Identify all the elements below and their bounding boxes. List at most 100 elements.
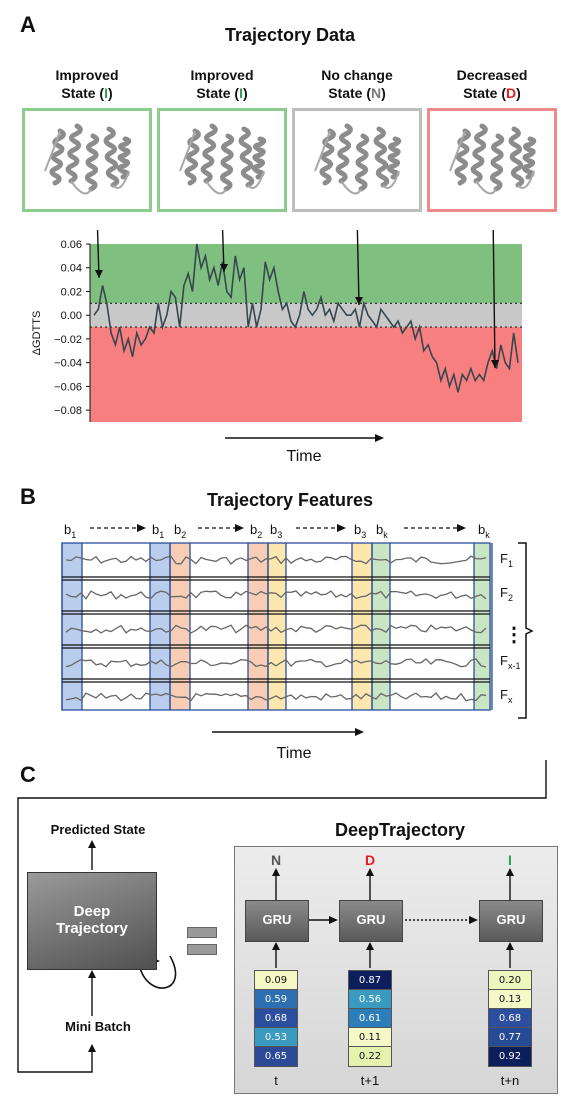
- window-shift-arrow-head: [337, 524, 346, 532]
- band-decreased: [90, 327, 522, 422]
- protein-structure-thumbnail: [427, 108, 557, 212]
- helix: [489, 133, 505, 192]
- state-arrow-head: [220, 264, 228, 272]
- vector-cell: 0.11: [349, 1028, 391, 1047]
- state-code: N: [371, 85, 382, 101]
- protein-structure-thumbnail: [157, 108, 287, 212]
- feature-series: [65, 624, 487, 634]
- helix: [251, 136, 267, 180]
- time-arrow-head: [355, 728, 364, 736]
- gru-cell: GRU: [479, 900, 543, 942]
- window-label-sub: k: [485, 530, 490, 540]
- state-label-line2: State (D): [463, 85, 521, 101]
- panel-a-letter: A: [20, 12, 36, 37]
- feature-label-sub: 2: [508, 593, 513, 603]
- state-arrow: [96, 230, 100, 279]
- matrix-frame: [61, 542, 491, 711]
- gru-output-arrow-head: [272, 868, 280, 876]
- minibatch-arrow-head: [88, 970, 96, 978]
- y-tick-label: 0.02: [61, 286, 82, 298]
- state-label-line2: State (N): [328, 85, 386, 101]
- helix: [238, 126, 255, 188]
- window-label: b3: [270, 522, 282, 540]
- predicted-state-label: Predicted State: [50, 822, 146, 837]
- state-arrow: [221, 230, 225, 273]
- window-shift-arrow-head: [457, 524, 466, 532]
- loop: [44, 130, 130, 195]
- vector-cell: 0.22: [349, 1047, 391, 1066]
- loop: [314, 130, 400, 195]
- x-axis-label: Time: [287, 448, 322, 465]
- y-tick-label: 0.04: [61, 263, 82, 275]
- input-feature-vector: 0.87 0.56 0.61 0.11 0.22: [348, 970, 392, 1067]
- equals-icon: [187, 927, 217, 955]
- window-shift-arrow-head: [137, 524, 146, 532]
- vector-cell: 0.09: [255, 971, 297, 990]
- gru-output-arrow-head: [506, 868, 514, 876]
- vector-cell: 0.53: [255, 1028, 297, 1047]
- vector-cell: 0.59: [255, 990, 297, 1009]
- protein-ribbon-icon: [449, 123, 537, 195]
- window-label-sub: 1: [71, 530, 76, 540]
- state-arrow-head: [355, 297, 363, 305]
- state-arrow-head: [491, 360, 499, 368]
- window-label: bk: [376, 522, 388, 540]
- output-state-label: I: [508, 852, 512, 868]
- state-code: I: [104, 85, 108, 101]
- window-shift-arrow-head: [235, 524, 244, 532]
- helix: [470, 123, 488, 184]
- helix: [508, 126, 525, 188]
- time-step-label: t: [274, 1073, 278, 1088]
- deep-trajectory-box: Deep Trajectory: [27, 872, 157, 970]
- y-axis-label: ΔGDTTS: [31, 311, 43, 356]
- band-improved: [90, 244, 522, 304]
- gru-connectors: [272, 868, 514, 968]
- state-label-line2: State (I): [196, 85, 248, 101]
- gru-input-arrow-head: [272, 942, 280, 950]
- protein-structure-thumbnail: [22, 108, 152, 212]
- output-state-label: D: [364, 852, 376, 868]
- vector-cell: 0.20: [489, 971, 531, 990]
- time-arrow-head: [375, 434, 384, 442]
- window-highlight: [268, 543, 286, 710]
- vector-cell: 0.77: [489, 1028, 531, 1047]
- window-highlight: [150, 543, 170, 710]
- window-label: b1: [152, 522, 164, 540]
- state-label-line2: State (I): [61, 85, 113, 101]
- loop: [449, 130, 535, 195]
- window-highlight: [352, 543, 372, 710]
- feature-label-sub: x-1: [508, 661, 521, 671]
- y-tick-label: 0.06: [61, 239, 82, 251]
- panel-b-letter: B: [20, 484, 36, 509]
- y-tick-label: −0.06: [54, 381, 82, 393]
- helix: [84, 133, 100, 192]
- data-flow-arrow-head: [88, 1044, 96, 1052]
- window-highlight: [170, 543, 190, 710]
- protein-ribbon-icon: [44, 123, 132, 195]
- feature-series: [65, 555, 487, 565]
- helix: [116, 136, 132, 180]
- window-label-sub: 2: [181, 530, 186, 540]
- state-label-line1: Improved: [190, 67, 254, 83]
- window-highlight: [62, 543, 82, 710]
- feature-brace: [518, 542, 534, 719]
- deeptrajectory-title: DeepTrajectory: [334, 820, 466, 840]
- state-label: Decreased State (D): [422, 66, 562, 102]
- y-tick-label: −0.04: [54, 358, 82, 370]
- helix: [335, 123, 353, 184]
- feature-label: F1: [500, 551, 513, 569]
- feature-series: [65, 658, 487, 668]
- gru-input-arrow-head: [366, 942, 374, 950]
- panel-b-title: Trajectory Features: [206, 490, 374, 510]
- time-step-label: t+n: [500, 1073, 520, 1088]
- gru-cell: GRU: [339, 900, 403, 942]
- state-label: No change State (N): [287, 66, 427, 102]
- helix: [373, 126, 390, 188]
- input-feature-vector: 0.09 0.59 0.68 0.53 0.65: [254, 970, 298, 1067]
- gru-output-arrow-head: [366, 868, 374, 876]
- output-state-label: N: [270, 852, 282, 868]
- window-label-sub: 1: [159, 530, 164, 540]
- protein-ribbon-icon: [314, 123, 402, 195]
- feature-label: Fx: [500, 687, 513, 705]
- state-arrow: [356, 230, 360, 306]
